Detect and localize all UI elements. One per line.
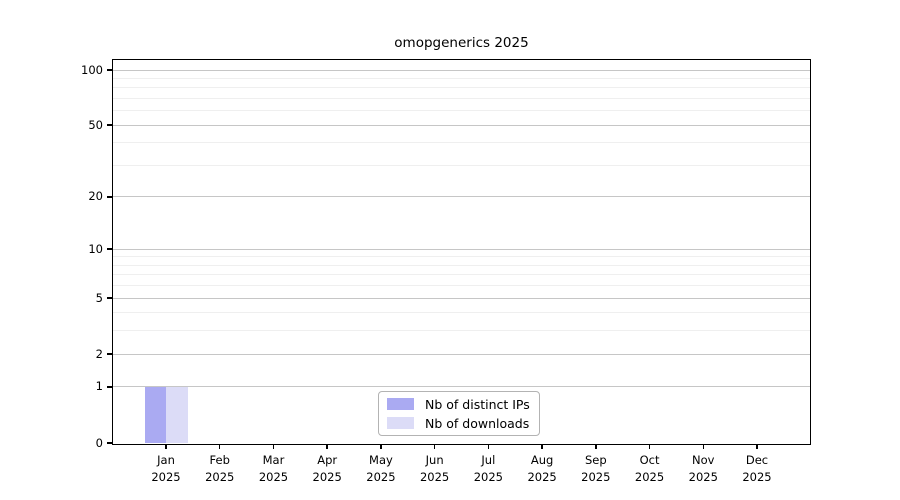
major-gridline <box>113 353 810 355</box>
x-tick-month: Feb <box>209 453 230 467</box>
x-tick-month: Jul <box>481 453 496 467</box>
minor-gridline <box>113 87 810 89</box>
x-tick-month: Jan <box>157 453 175 467</box>
x-tick-mark <box>648 444 651 449</box>
y-tick-mark <box>107 69 112 71</box>
x-tick-month: Oct <box>639 453 660 467</box>
x-tick-month: Mar <box>262 453 285 467</box>
x-tick-month: Sep <box>584 453 607 467</box>
y-tick-mark <box>107 196 112 198</box>
x-tick-month: Dec <box>745 453 769 467</box>
x-tick-mark <box>165 444 167 449</box>
legend-swatch-distinct-ips <box>387 398 414 410</box>
legend-item-downloads: Nb of downloads <box>387 415 530 431</box>
legend-label-downloads: Nb of downloads <box>425 415 530 431</box>
minor-gridline <box>113 77 810 79</box>
x-tick-mark <box>433 444 436 449</box>
minor-gridline <box>113 264 810 266</box>
y-tick-label: 20 <box>88 189 103 204</box>
y-tick-label: 5 <box>95 290 103 305</box>
y-tick-label: 100 <box>81 62 103 77</box>
x-tick-year: 2025 <box>151 469 181 484</box>
x-tick-label-sep: Sep 2025 <box>566 452 626 485</box>
legend-label-distinct-ips: Nb of distinct IPs <box>425 396 530 412</box>
minor-gridline <box>113 110 810 112</box>
x-tick-mark <box>595 444 597 449</box>
x-tick-label-aug: Aug 2025 <box>512 452 572 485</box>
x-tick-label-nov: Nov 2025 <box>673 452 733 485</box>
minor-gridline <box>113 256 810 258</box>
x-tick-mark <box>756 444 758 449</box>
major-gridline <box>113 386 810 388</box>
major-gridline <box>113 124 810 126</box>
x-tick-year: 2025 <box>205 469 235 484</box>
legend: Nb of distinct IPs Nb of downloads <box>378 391 540 436</box>
x-tick-year: 2025 <box>742 469 772 484</box>
x-tick-year: 2025 <box>688 469 718 484</box>
x-tick-year: 2025 <box>634 469 665 484</box>
x-tick-year: 2025 <box>473 469 503 484</box>
x-tick-label-oct: Oct 2025 <box>620 452 680 485</box>
y-tick-mark <box>107 248 112 250</box>
major-gridline <box>113 297 810 299</box>
x-tick-mark <box>218 444 221 449</box>
bar-nb-of-distinct-ips-jan <box>144 386 166 443</box>
y-tick-mark <box>107 386 112 388</box>
x-tick-mark <box>272 444 275 449</box>
bar-nb-of-downloads-jan <box>166 386 188 443</box>
y-tick-label: 1 <box>95 379 103 394</box>
major-gridline <box>113 196 810 198</box>
x-tick-label-jun: Jun 2025 <box>405 452 465 485</box>
x-tick-year: 2025 <box>366 469 396 484</box>
y-tick-label: 10 <box>88 241 103 256</box>
x-tick-mark <box>380 444 382 449</box>
y-tick-label: 2 <box>95 346 103 361</box>
x-tick-year: 2025 <box>258 469 289 484</box>
minor-gridline <box>113 312 810 314</box>
x-tick-label-mar: Mar 2025 <box>243 452 303 485</box>
legend-swatch-downloads <box>387 417 414 429</box>
minor-gridline <box>113 142 810 144</box>
minor-gridline <box>113 164 810 166</box>
x-tick-label-jul: Jul 2025 <box>458 452 518 485</box>
x-tick-mark <box>326 444 328 449</box>
minor-gridline <box>113 285 810 287</box>
x-tick-year: 2025 <box>312 469 342 484</box>
x-tick-label-feb: Feb 2025 <box>190 452 250 485</box>
y-tick-mark <box>107 297 112 299</box>
x-tick-year: 2025 <box>581 469 611 484</box>
y-tick-mark <box>107 442 112 444</box>
x-tick-mark <box>487 444 490 449</box>
x-tick-month: May <box>369 453 393 467</box>
x-tick-label-dec: Dec 2025 <box>727 452 787 485</box>
legend-item-distinct-ips: Nb of distinct IPs <box>387 396 530 412</box>
x-tick-month: Apr <box>317 453 338 467</box>
x-tick-label-jan: Jan 2025 <box>136 452 196 485</box>
y-tick-mark <box>107 353 112 355</box>
x-tick-mark <box>702 444 705 449</box>
y-tick-label: 0 <box>95 435 103 450</box>
minor-gridline <box>113 97 810 99</box>
x-tick-year: 2025 <box>419 469 450 484</box>
x-tick-label-may: May 2025 <box>351 452 411 485</box>
minor-gridline <box>113 274 810 276</box>
x-tick-label-apr: Apr 2025 <box>297 452 357 485</box>
y-tick-label: 50 <box>88 117 103 132</box>
chart-title: omopgenerics 2025 <box>394 35 529 51</box>
x-tick-month: Jun <box>425 453 444 467</box>
major-gridline <box>113 248 810 250</box>
y-tick-mark <box>107 124 112 126</box>
x-tick-year: 2025 <box>527 469 557 484</box>
x-tick-month: Aug <box>530 453 554 467</box>
x-tick-month: Nov <box>692 453 715 467</box>
minor-gridline <box>113 330 810 332</box>
x-tick-mark <box>541 444 543 449</box>
major-gridline <box>113 69 810 71</box>
